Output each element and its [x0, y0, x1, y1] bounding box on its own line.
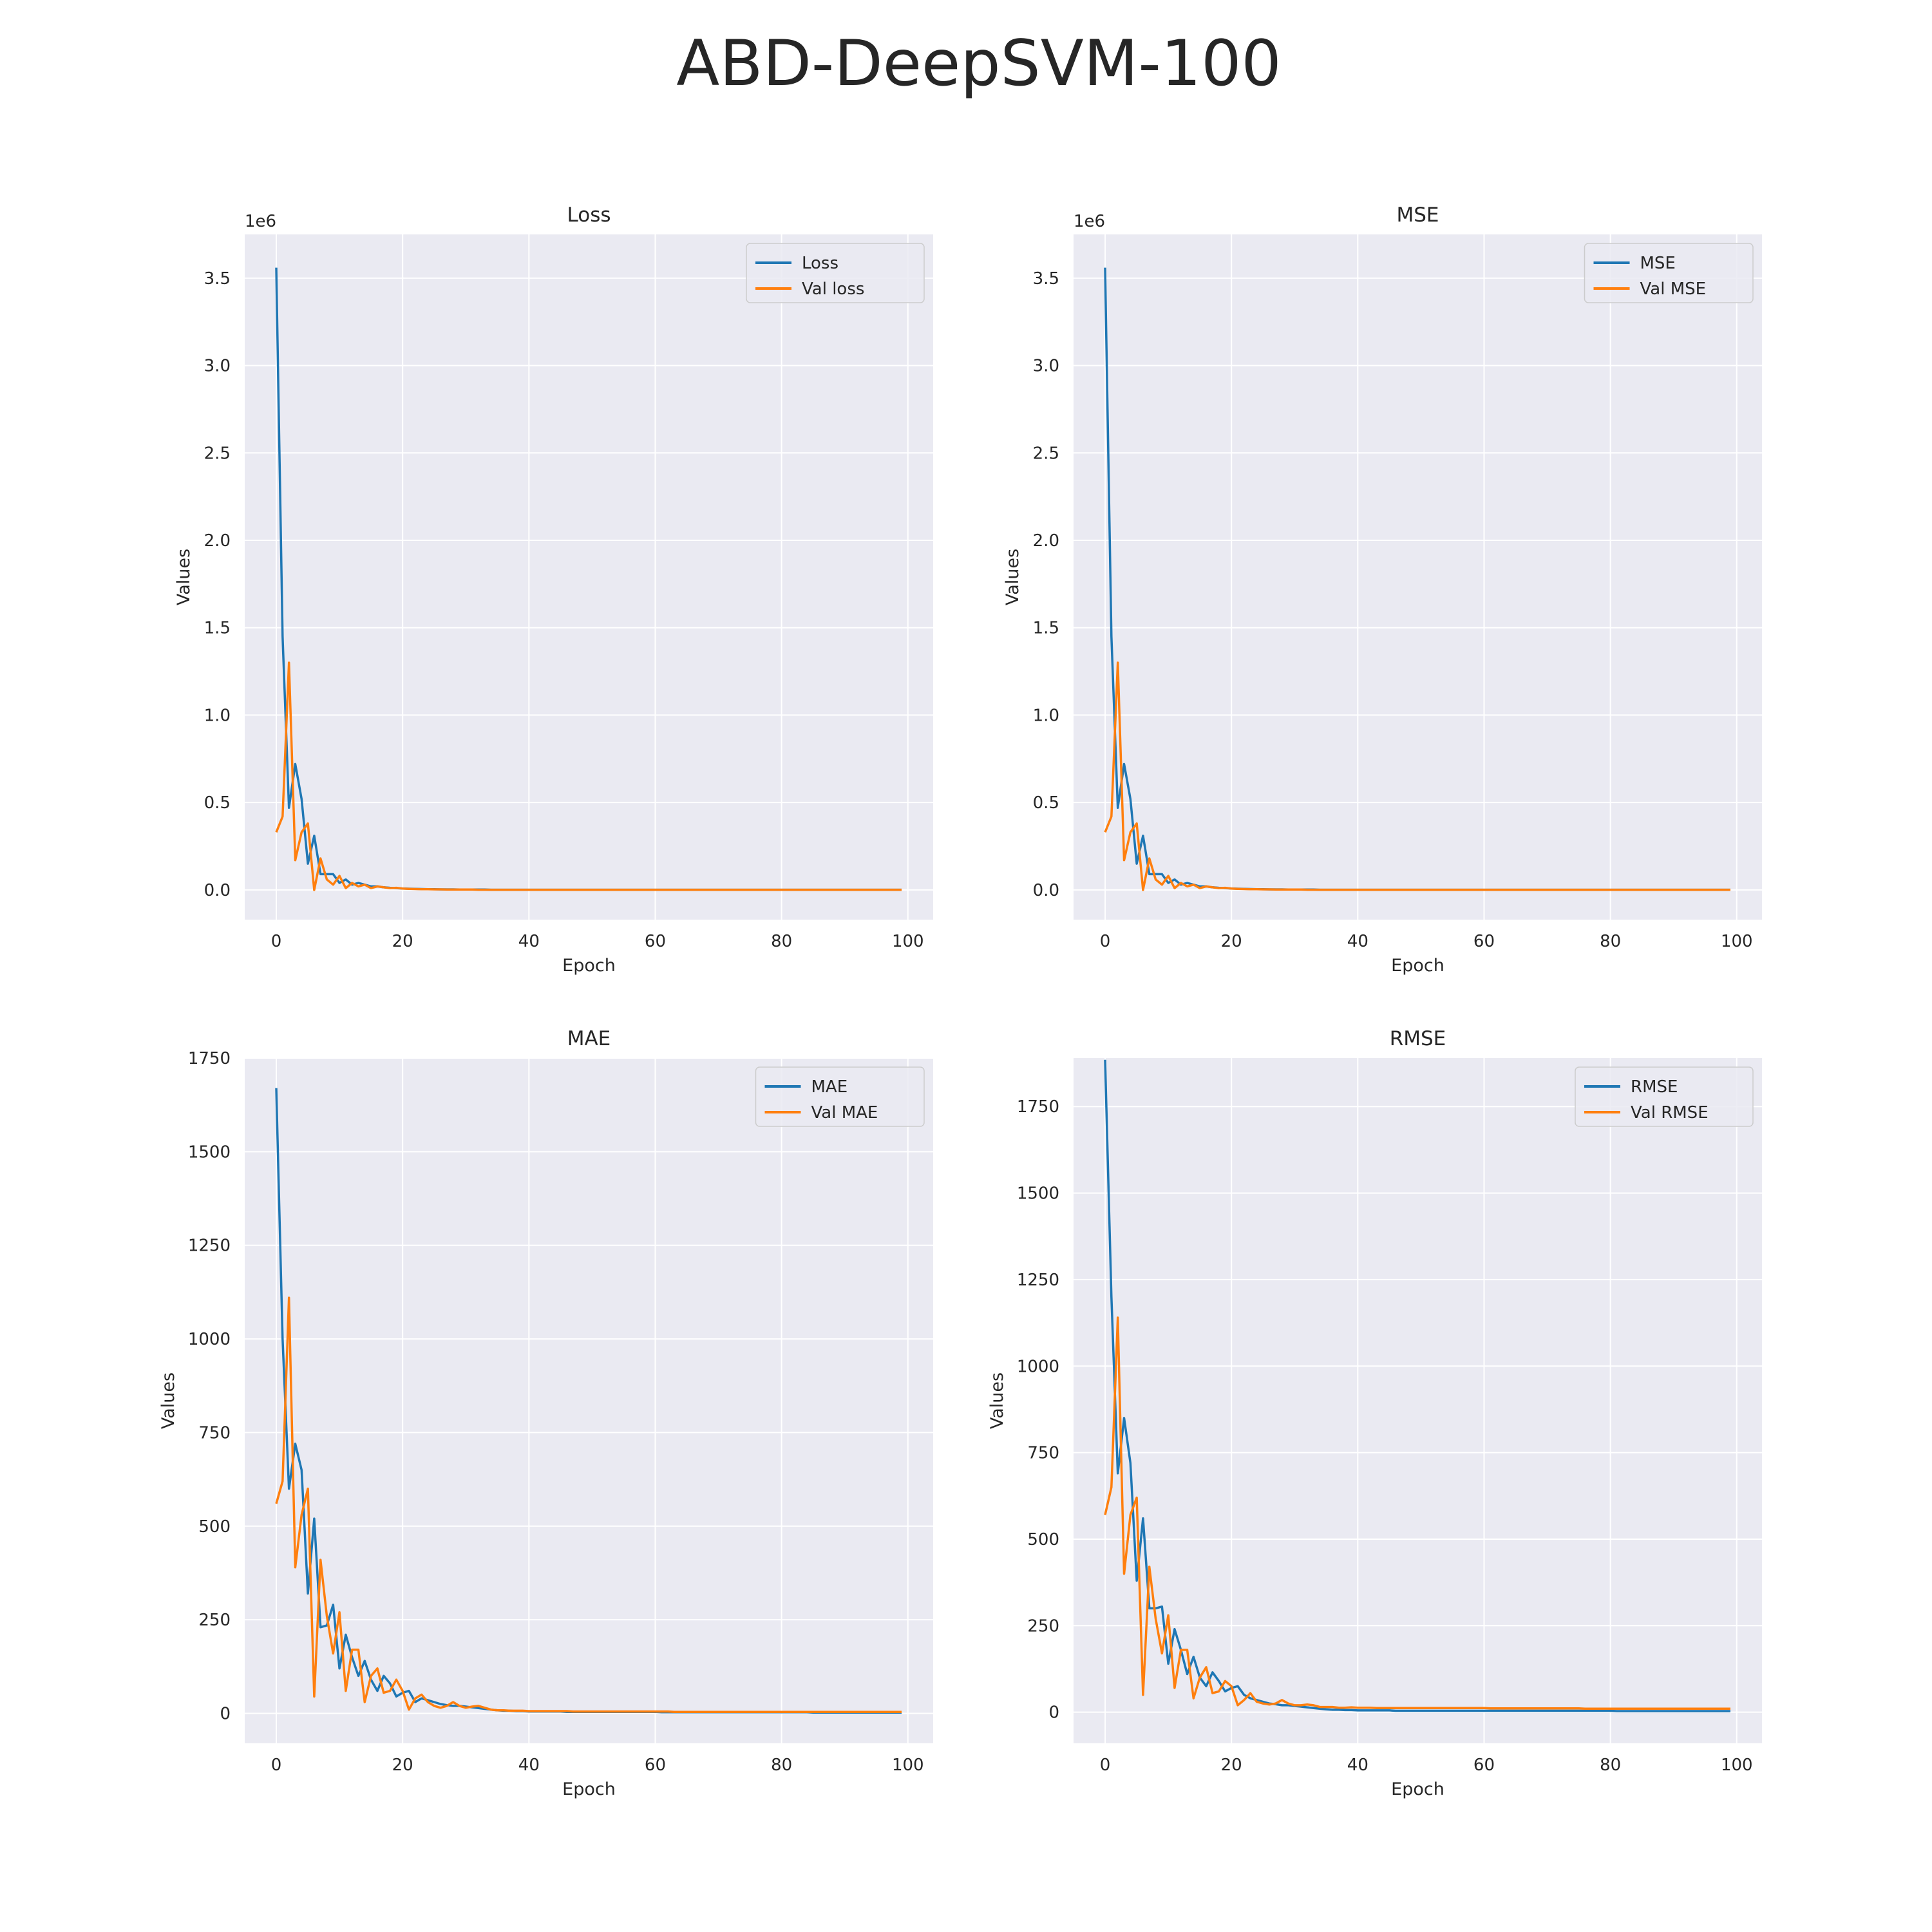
x-tick-label: 20: [1221, 932, 1242, 951]
x-tick-label: 60: [645, 932, 666, 951]
plot-area: [1074, 1058, 1762, 1743]
y-tick-label: 750: [1027, 1444, 1059, 1463]
y-tick-label: 1750: [1017, 1097, 1059, 1117]
x-axis-label: Epoch: [1391, 956, 1444, 976]
x-tick-label: 80: [1600, 1756, 1621, 1775]
x-tick-label: 40: [1347, 1756, 1368, 1775]
y-tick-label: 0: [220, 1704, 231, 1723]
chart-title: RMSE: [1390, 1027, 1446, 1050]
y-tick-label: 3.0: [1033, 357, 1059, 376]
y-tick-label: 1500: [1017, 1184, 1059, 1204]
figure-title: ABD-DeepSVM-100: [676, 27, 1282, 100]
plot-area: [1074, 234, 1762, 920]
chart-title: MAE: [567, 1027, 611, 1050]
x-tick-label: 80: [771, 1756, 792, 1775]
y-tick-label: 0: [1048, 1703, 1059, 1723]
x-tick-label: 0: [1100, 932, 1111, 951]
x-tick-label: 60: [1473, 932, 1495, 951]
y-tick-label: 750: [198, 1423, 231, 1443]
x-tick-label: 60: [645, 1756, 666, 1775]
y-tick-label: 3.5: [1033, 269, 1059, 289]
y-tick-label: 1250: [1017, 1271, 1059, 1290]
x-tick-label: 80: [771, 932, 792, 951]
y-tick-label: 0.5: [204, 793, 231, 813]
y-tick-label: 1.0: [1033, 706, 1059, 725]
x-axis-label: Epoch: [562, 1779, 616, 1799]
chart-title: MSE: [1396, 204, 1439, 227]
x-tick-label: 100: [1721, 932, 1753, 951]
y-axis-label: Values: [1003, 549, 1023, 605]
y-tick-label: 2.5: [1033, 444, 1059, 463]
y-axis-label: Values: [987, 1372, 1007, 1429]
x-tick-label: 40: [1347, 932, 1368, 951]
chart-title: Loss: [567, 204, 611, 227]
y-tick-label: 2.0: [204, 531, 231, 551]
y-tick-label: 0.5: [1033, 793, 1059, 813]
y-axis-label: Values: [174, 549, 194, 605]
x-tick-label: 0: [271, 932, 282, 951]
chart-panel: 0 20 40 60 80 100 0.0 0.5 1.0 1.5 2.0 2.5 3.0 3.5 Loss…: [174, 204, 933, 976]
y-offset-label: 1e6: [245, 212, 276, 231]
series-line-val-loss: [275, 661, 902, 891]
x-tick-label: 20: [392, 1756, 413, 1775]
chart-panel: 0 20 40 60 80 10002505007501000125015001750MA…: [158, 1027, 933, 1799]
series-line-val-mae: [275, 1296, 902, 1713]
legend-entry: MSE: [1640, 254, 1676, 273]
y-tick-label: 1250: [188, 1236, 231, 1256]
y-offset-label: 1e6: [1074, 212, 1105, 231]
chart-panel: 0 20 40 60 80 10002505007501000125015001750RM…: [987, 1027, 1762, 1799]
y-tick-label: 0.0: [204, 881, 231, 900]
x-tick-label: 40: [518, 1756, 540, 1775]
y-tick-label: 2.5: [204, 444, 231, 463]
x-axis-label: Epoch: [562, 956, 616, 976]
legend-entry: Val MAE: [811, 1103, 878, 1122]
x-tick-label: 20: [392, 932, 413, 951]
y-tick-label: 250: [1027, 1616, 1059, 1636]
y-tick-label: 1000: [188, 1330, 231, 1349]
y-tick-label: 500: [1027, 1530, 1059, 1549]
y-tick-label: 2.0: [1033, 531, 1059, 551]
legend-entry: Val loss: [802, 279, 864, 299]
y-tick-label: 1.5: [204, 619, 231, 638]
legend-entry: Val RMSE: [1631, 1103, 1709, 1122]
y-tick-label: 1750: [188, 1049, 231, 1068]
x-tick-label: 80: [1600, 932, 1621, 951]
x-tick-label: 100: [1721, 1756, 1753, 1775]
x-tick-label: 100: [892, 1756, 924, 1775]
series-line-val-mse: [1104, 661, 1730, 891]
y-tick-label: 500: [198, 1517, 231, 1537]
x-tick-label: 20: [1221, 1756, 1242, 1775]
x-tick-label: 0: [1100, 1756, 1111, 1775]
plot-area: [245, 1058, 933, 1743]
x-tick-label: 40: [518, 932, 540, 951]
chart-panel: 0 20 40 60 80 100 0.0 0.5 1.0 1.5 2.0 2.5 3.0 3.5 MSE E…: [1003, 204, 1762, 976]
legend-entry: RMSE: [1631, 1077, 1678, 1097]
x-axis-label: Epoch: [1391, 1779, 1444, 1799]
x-tick-label: 0: [271, 1756, 282, 1775]
legend-entry: Val MSE: [1640, 279, 1707, 299]
y-tick-label: 1500: [188, 1142, 231, 1162]
y-tick-label: 0.0: [1033, 881, 1059, 900]
plot-area: [245, 234, 933, 920]
legend-entry: Loss: [802, 254, 838, 273]
y-tick-label: 1.5: [1033, 619, 1059, 638]
legend-entry: MAE: [811, 1077, 848, 1097]
x-tick-label: 100: [892, 932, 924, 951]
y-tick-label: 3.0: [204, 357, 231, 376]
y-axis-label: Values: [158, 1372, 178, 1429]
y-tick-label: 1000: [1017, 1357, 1059, 1376]
series-line-val-rmse: [1104, 1316, 1730, 1710]
y-tick-label: 3.5: [204, 269, 231, 289]
x-tick-label: 60: [1473, 1756, 1495, 1775]
y-tick-label: 1.0: [204, 706, 231, 725]
y-tick-label: 250: [198, 1611, 231, 1630]
